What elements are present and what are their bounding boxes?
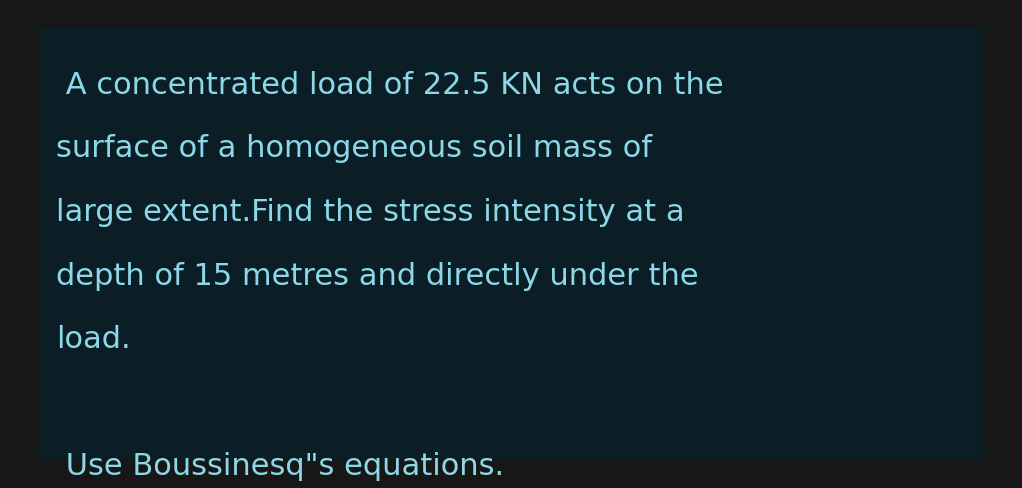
Text: Use Boussinesq"s equations.: Use Boussinesq"s equations. <box>56 451 504 480</box>
Text: depth of 15 metres and directly under the: depth of 15 metres and directly under th… <box>56 261 699 290</box>
Bar <box>39 29 983 459</box>
Text: surface of a homogeneous soil mass of: surface of a homogeneous soil mass of <box>56 134 652 163</box>
Text: large extent.Find the stress intensity at a: large extent.Find the stress intensity a… <box>56 198 685 226</box>
Text: load.: load. <box>56 325 131 353</box>
Text: A concentrated load of 22.5 KN acts on the: A concentrated load of 22.5 KN acts on t… <box>56 71 724 100</box>
